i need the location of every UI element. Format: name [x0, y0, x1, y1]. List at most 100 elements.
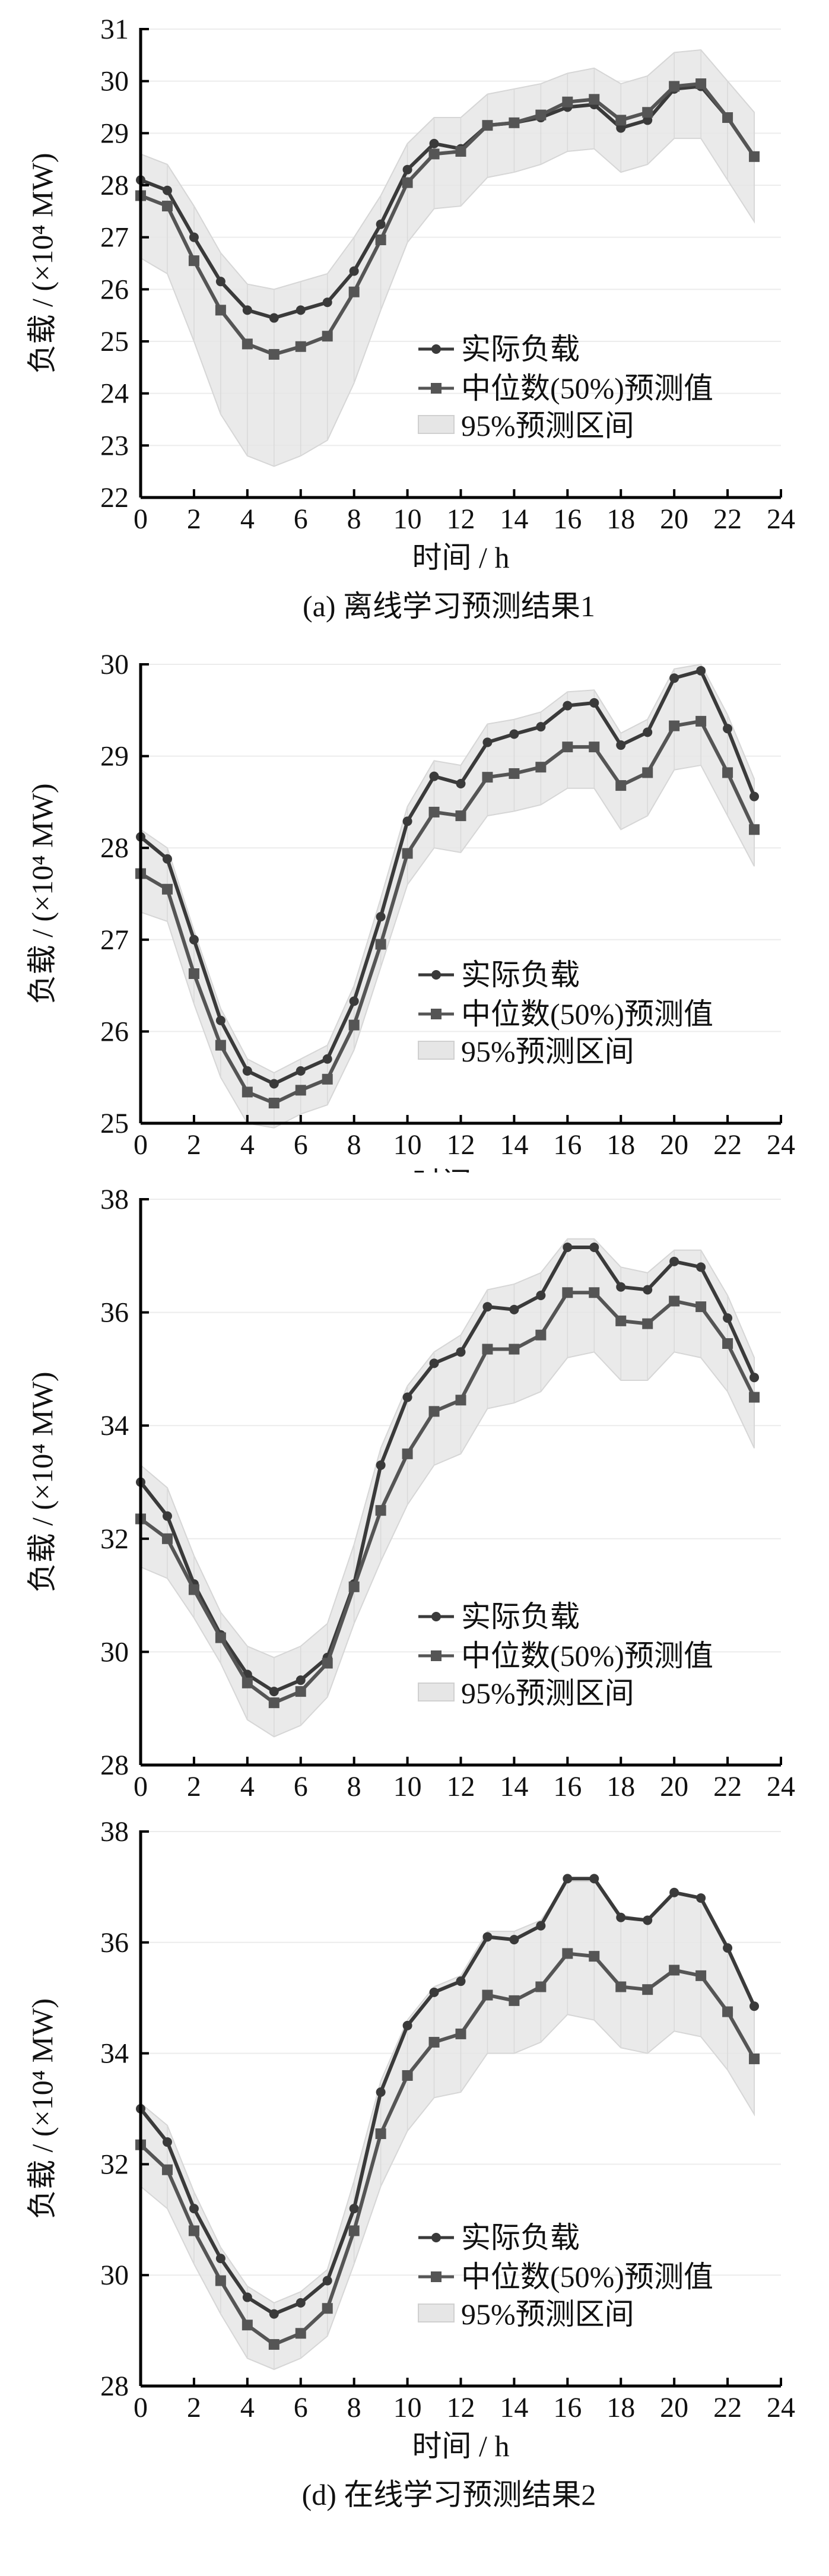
- actual-load-point: [215, 1015, 225, 1025]
- y-tick-label: 30: [100, 2260, 129, 2291]
- median-forecast-point: [722, 767, 733, 778]
- x-tick-label: 20: [660, 503, 688, 535]
- median-forecast-point: [428, 806, 440, 818]
- median-forecast-point: [669, 1965, 680, 1976]
- median-forecast-point: [615, 1315, 627, 1326]
- legend-median-label: 中位数(50%)预测值: [461, 997, 713, 1031]
- x-tick-label: 24: [767, 1129, 795, 1161]
- legend-actual-marker: [431, 2233, 441, 2242]
- actual-load-point: [749, 2001, 760, 2011]
- median-forecast-point: [722, 2006, 733, 2017]
- median-forecast-point: [749, 824, 760, 835]
- x-tick-label: 14: [500, 503, 528, 535]
- x-tick-label: 6: [294, 503, 308, 535]
- median-forecast-point: [695, 78, 707, 90]
- median-forecast-point: [375, 1505, 386, 1516]
- actual-load-point: [189, 2204, 199, 2214]
- y-tick-label: 27: [100, 222, 129, 254]
- legend-median-marker: [431, 383, 442, 394]
- y-tick-label: 34: [100, 2038, 129, 2070]
- x-tick-label: 22: [713, 2392, 742, 2423]
- actual-load-point: [429, 1987, 439, 1997]
- actual-load-point: [669, 1887, 679, 1897]
- median-forecast-point: [215, 1040, 226, 1051]
- actual-load-point: [456, 778, 466, 788]
- x-tick-label: 12: [447, 1771, 475, 1802]
- legend-actual-label: 实际负载: [461, 2221, 580, 2254]
- median-forecast-point: [242, 1086, 253, 1098]
- actual-load-line: [139, 668, 756, 1086]
- median-forecast-point: [642, 767, 653, 778]
- actual-load-point: [269, 1687, 279, 1697]
- x-tick-label: 18: [606, 1129, 635, 1161]
- median-forecast-point: [268, 1697, 279, 1709]
- y-tick-label: 29: [100, 118, 129, 149]
- x-axis-title: 时间 / h: [412, 1167, 510, 1173]
- x-tick-label: 22: [713, 503, 742, 535]
- actual-load-point: [242, 1066, 252, 1076]
- x-tick-label: 8: [347, 1129, 361, 1161]
- median-forecast-point: [642, 1984, 653, 1995]
- actual-load-point: [723, 1313, 733, 1323]
- median-forecast-point: [749, 151, 760, 162]
- median-forecast-point: [669, 720, 680, 731]
- median-forecast-point: [695, 1301, 707, 1313]
- median-forecast-point: [535, 762, 547, 773]
- y-tick-label: 30: [100, 66, 129, 97]
- actual-load-point: [162, 1511, 172, 1521]
- actual-load-point: [643, 1285, 653, 1295]
- legend-band-swatch: [418, 415, 455, 434]
- x-tick-label: 6: [294, 1129, 308, 1161]
- x-tick-label: 14: [500, 1771, 528, 1802]
- median-forecast-point: [268, 2339, 279, 2350]
- legend-median-label: 中位数(50%)预测值: [461, 372, 713, 405]
- median-forecast-point: [348, 286, 360, 297]
- actual-load-point: [402, 2020, 412, 2030]
- median-forecast-point: [295, 1686, 306, 1697]
- x-tick-label: 10: [393, 1129, 422, 1161]
- median-forecast-point: [215, 1632, 226, 1643]
- actual-load-point: [669, 673, 679, 683]
- y-tick-label: 30: [100, 1636, 129, 1668]
- y-tick-label: 36: [100, 1297, 129, 1329]
- legend-band-label: 95%预测区间: [461, 1677, 634, 1710]
- median-forecast-point: [428, 2036, 440, 2048]
- actual-load-point: [402, 164, 412, 175]
- actual-load-point: [269, 2309, 279, 2319]
- median-forecast-point: [749, 2053, 760, 2064]
- x-tick-label: 18: [606, 2392, 635, 2423]
- x-axis-title: 时间 / h: [412, 2429, 510, 2463]
- actual-load-point: [162, 185, 172, 195]
- actual-load-point: [376, 912, 386, 922]
- median-forecast-point: [482, 1989, 493, 2001]
- median-forecast-point: [428, 1406, 440, 1417]
- legend-band-swatch: [418, 2303, 455, 2322]
- median-forecast-point: [535, 109, 547, 121]
- actual-load-point: [215, 2254, 225, 2264]
- actual-load-point: [509, 1935, 519, 1945]
- legend-median-marker: [431, 2271, 442, 2282]
- x-tick-label: 6: [294, 1771, 308, 1802]
- median-forecast-point: [161, 201, 173, 212]
- x-tick-label: 0: [134, 1129, 148, 1161]
- median-forecast-point: [161, 883, 173, 895]
- actual-load-point: [563, 1874, 573, 1884]
- legend-band-label: 95%预测区间: [461, 1035, 634, 1068]
- actual-load-point: [189, 934, 199, 945]
- median-forecast-point: [482, 1344, 493, 1355]
- median-forecast-point: [642, 1318, 653, 1329]
- actual-load-point: [749, 1373, 760, 1383]
- actual-load-point: [509, 1304, 519, 1314]
- median-forecast-point: [402, 848, 413, 859]
- median-forecast-point: [615, 115, 627, 126]
- median-forecast-point: [482, 120, 493, 131]
- median-forecast-point: [348, 1581, 360, 1592]
- median-forecast-point: [268, 348, 279, 360]
- actual-load-point: [482, 1932, 493, 1942]
- actual-load-point: [402, 816, 412, 826]
- x-tick-label: 2: [187, 1771, 201, 1802]
- actual-load-point: [429, 771, 439, 781]
- y-tick-label: 32: [100, 2149, 129, 2180]
